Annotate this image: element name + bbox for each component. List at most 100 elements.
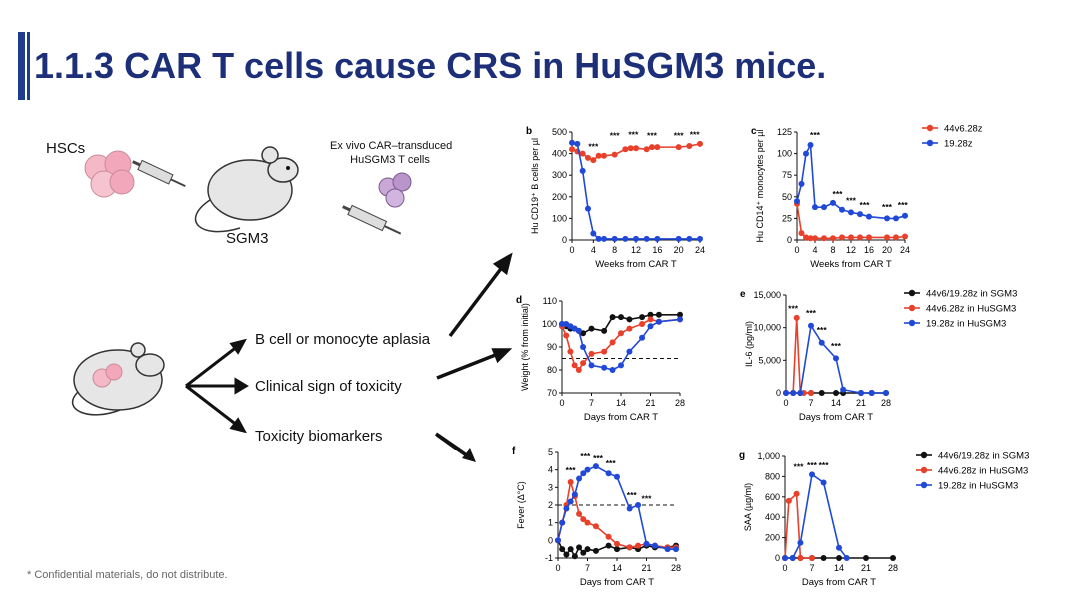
data-point <box>601 327 608 334</box>
outcome-clinical-toxicity: Clinical sign of toxicity <box>255 378 402 395</box>
title-accent-bar <box>18 32 25 100</box>
legend-g: 44v6/19.28z in SGM3 44v6.28z in HuSGM3 19.… <box>916 451 1029 492</box>
significance-label: *** <box>882 202 893 212</box>
data-point <box>626 348 633 355</box>
chart-panel-b: b 0 100 200 300 400 500 0 4 8 12 16 20 24 Weeks from C… <box>526 126 705 270</box>
data-point <box>655 311 662 318</box>
x-tick-label: 21 <box>861 563 871 573</box>
y-tick-label: 600 <box>765 492 780 502</box>
significance-label: *** <box>588 141 599 151</box>
y-tick-label: 800 <box>765 471 780 481</box>
hsc-cells-icon <box>84 150 135 198</box>
y-tick-label: 300 <box>552 170 567 180</box>
data-point <box>809 555 815 561</box>
significance-label: *** <box>580 451 591 461</box>
y-tick-label: 100 <box>552 213 567 223</box>
data-point <box>902 233 908 240</box>
panel-letter: c <box>751 126 757 137</box>
data-point <box>843 555 850 561</box>
data-point <box>820 555 827 561</box>
data-point <box>697 235 703 242</box>
significance-label: *** <box>606 458 617 468</box>
mouse-icon <box>194 146 299 233</box>
x-axis-label: Weeks from CAR T <box>595 259 677 270</box>
data-point <box>803 150 809 157</box>
data-point <box>868 390 875 396</box>
data-point <box>893 234 899 241</box>
x-tick-label: 14 <box>834 563 844 573</box>
data-point <box>677 311 683 318</box>
data-point <box>686 235 693 242</box>
data-point <box>567 498 574 505</box>
panel-letter: g <box>739 450 745 461</box>
data-point <box>836 544 842 551</box>
data-point <box>794 198 800 205</box>
data-point <box>651 542 658 549</box>
data-point <box>635 502 642 508</box>
y-tick-label: 0 <box>562 235 567 245</box>
data-point <box>579 150 586 157</box>
data-point <box>571 553 578 560</box>
data-point <box>605 542 612 549</box>
data-point <box>807 235 814 242</box>
data-point <box>626 316 633 323</box>
car-label-line1: Ex vivo CAR–transduced <box>330 140 453 152</box>
data-point <box>574 140 581 147</box>
data-point <box>812 235 818 242</box>
data-point <box>807 141 814 148</box>
significance-label: *** <box>831 341 842 351</box>
x-tick-label: 16 <box>652 245 662 255</box>
data-point <box>639 314 646 321</box>
data-point <box>601 152 607 159</box>
x-tick-label: 4 <box>812 245 817 255</box>
data-point <box>673 546 679 553</box>
y-tick-label: 3 <box>548 482 553 492</box>
x-tick-label: 7 <box>585 563 590 573</box>
data-point <box>821 235 827 242</box>
x-tick-label: 7 <box>809 563 814 573</box>
data-point <box>884 215 890 222</box>
data-point <box>614 540 620 547</box>
legend-marker <box>908 304 916 312</box>
data-point <box>601 348 608 355</box>
data-point <box>580 470 587 477</box>
y-tick-label: 25 <box>782 213 792 223</box>
y-tick-label: 15,000 <box>753 290 781 300</box>
legend-marker <box>908 289 916 297</box>
data-point <box>647 323 654 330</box>
data-point <box>893 215 899 222</box>
data-point <box>622 235 629 242</box>
car-label-line2: HuSGM3 T cells <box>350 154 430 166</box>
significance-label: *** <box>690 129 701 139</box>
data-point <box>585 154 591 161</box>
x-tick-label: 14 <box>831 398 841 408</box>
legend-marker <box>926 124 934 132</box>
data-point <box>595 152 602 159</box>
data-point <box>686 143 693 150</box>
data-point <box>576 475 583 482</box>
x-tick-label: 21 <box>645 398 655 408</box>
data-point <box>664 546 671 553</box>
data-point <box>848 234 854 241</box>
data-point <box>797 390 804 396</box>
data-point <box>563 505 570 512</box>
data-point <box>866 213 872 220</box>
y-tick-label: 70 <box>547 388 557 398</box>
data-point <box>605 533 612 540</box>
data-point <box>595 235 602 242</box>
data-point <box>836 555 842 561</box>
arrow-to-fever <box>435 432 476 462</box>
data-point <box>821 204 827 211</box>
data-point <box>857 234 863 241</box>
significance-label: *** <box>647 130 658 140</box>
data-point <box>580 360 587 367</box>
x-tick-label: 14 <box>612 563 622 573</box>
data-point <box>675 144 682 151</box>
data-point <box>675 235 682 242</box>
y-tick-label: 1 <box>548 518 553 528</box>
data-point <box>626 325 633 332</box>
legend-marker <box>926 139 934 147</box>
legend-label: 44v6.28z <box>944 124 983 135</box>
chart-panel-g: g 0 200 400 600 800 1,000 0 7 14 21 28 Days from CAR… <box>739 450 898 588</box>
x-tick-label: 0 <box>794 245 799 255</box>
